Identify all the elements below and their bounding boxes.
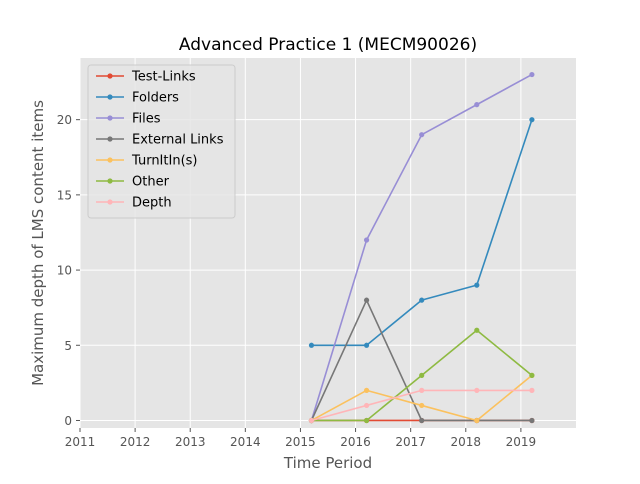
data-point — [419, 388, 424, 393]
legend-swatch-marker — [107, 115, 112, 120]
data-point — [419, 298, 424, 303]
x-tick-label: 2019 — [506, 435, 537, 449]
data-point — [309, 418, 314, 423]
y-tick-label: 0 — [64, 414, 72, 428]
legend-label: External Links — [132, 133, 224, 148]
data-point — [364, 237, 369, 242]
x-tick-label: 2017 — [395, 435, 426, 449]
legend-label: TurnItIn(s) — [131, 154, 197, 169]
y-tick-label: 10 — [57, 264, 72, 278]
data-point — [419, 403, 424, 408]
data-point — [309, 343, 314, 348]
legend-label: Depth — [132, 196, 172, 211]
x-axis-ticks: 2011 2012 2013 2014 2015 2016 2017 2018 2019 — [65, 428, 536, 449]
x-tick-label: 2018 — [451, 435, 482, 449]
legend-label: Files — [132, 112, 161, 127]
legend-swatch-marker — [107, 94, 112, 99]
data-point — [364, 298, 369, 303]
data-point — [474, 418, 479, 423]
legend-label: Test-Links — [131, 70, 196, 85]
x-tick-label: 2012 — [120, 435, 151, 449]
x-axis-label: Time Period — [283, 454, 372, 472]
data-point — [474, 328, 479, 333]
y-tick-label: 15 — [57, 188, 72, 202]
data-point — [529, 388, 534, 393]
legend-swatch-marker — [107, 157, 112, 162]
y-tick-label: 5 — [64, 339, 72, 353]
data-point — [474, 388, 479, 393]
data-point — [419, 418, 424, 423]
x-tick-label: 2016 — [340, 435, 371, 449]
data-point — [529, 373, 534, 378]
data-point — [474, 283, 479, 288]
data-point — [474, 102, 479, 107]
legend-swatch-marker — [107, 178, 112, 183]
data-point — [364, 388, 369, 393]
legend: Test-Links Folders Files External Links Turn… — [88, 65, 235, 218]
data-point — [529, 117, 534, 122]
legend-label: Other — [132, 175, 170, 190]
chart-title: Advanced Practice 1 (MECM90026) — [179, 35, 477, 55]
y-tick-label: 20 — [57, 113, 72, 127]
x-tick-label: 2011 — [65, 435, 96, 449]
x-tick-label: 2015 — [285, 435, 316, 449]
legend-label: Folders — [132, 91, 179, 106]
legend-swatch-marker — [107, 199, 112, 204]
x-tick-label: 2014 — [230, 435, 261, 449]
data-point — [419, 373, 424, 378]
x-tick-label: 2013 — [175, 435, 206, 449]
data-point — [364, 343, 369, 348]
data-point — [529, 72, 534, 77]
data-point — [529, 418, 534, 423]
legend-swatch-marker — [107, 73, 112, 78]
y-axis-label: Maximum depth of LMS content items — [29, 100, 47, 386]
data-point — [419, 132, 424, 137]
data-point — [364, 403, 369, 408]
data-point — [364, 418, 369, 423]
legend-swatch-marker — [107, 136, 112, 141]
